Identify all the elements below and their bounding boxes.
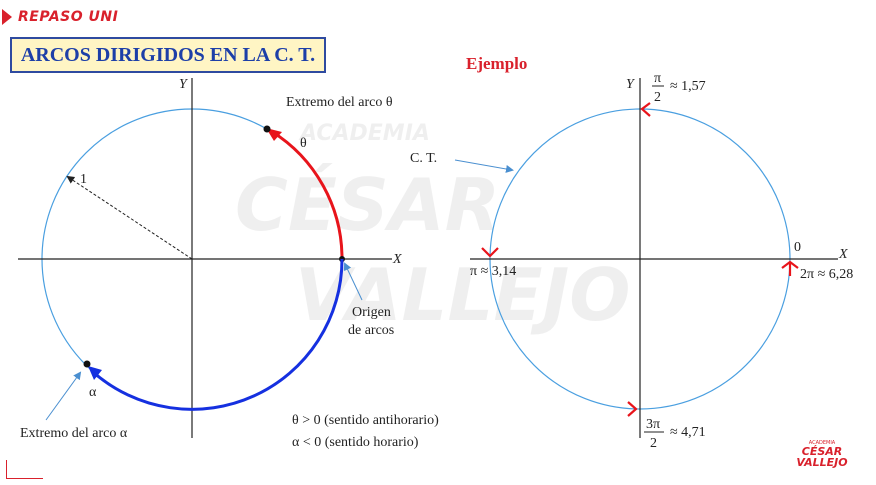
pi-half-arrow-icon: [640, 102, 651, 117]
alpha-end-label: Extremo del arco α: [20, 426, 128, 441]
three-pi-half-num: 3π: [646, 417, 660, 432]
three-pi-half-approx: ≈ 4,71: [670, 425, 706, 440]
theta-end-label: Extremo del arco θ: [286, 95, 393, 110]
logo-line1: ACADEMIA: [808, 440, 836, 446]
example-label: Ejemplo: [466, 54, 528, 73]
left-diagram: X Y 1 θ Extremo del arco θ Origen de arc…: [18, 77, 439, 450]
theta-end-point: [263, 125, 271, 133]
alpha-arrow-icon: [88, 366, 102, 380]
watermark-line2: CÉSAR: [235, 163, 500, 247]
page-title: ARCOS DIRIGIDOS EN LA C. T.: [20, 43, 316, 66]
pi-half-den: 2: [654, 90, 661, 105]
three-pi-half-arrow-icon: [627, 401, 638, 417]
corner-decoration: [6, 460, 43, 479]
radius-line: [66, 175, 193, 260]
alpha-pointer: [45, 371, 82, 421]
theta-symbol: θ: [300, 136, 307, 151]
ct-pointer: [454, 159, 514, 173]
alpha-condition: α < 0 (sentido horario): [292, 435, 419, 450]
alpha-arc: [92, 258, 344, 411]
right-diagram: X Y C. T. 0 2π ≈ 6,28 π 2 ≈ 1,57 π ≈ 3,1…: [410, 71, 853, 451]
x-axis-label-right: X: [838, 247, 848, 262]
header-tag: REPASO UNI: [18, 9, 119, 25]
logo: ACADEMIA CÉSAR VALLEJO: [790, 440, 854, 476]
logo-line3: VALLEJO: [796, 456, 848, 469]
pi-half-num: π: [654, 71, 661, 86]
origin-pointer: [343, 262, 363, 301]
watermark: ACADEMIA CÉSAR VALLEJO: [235, 121, 631, 337]
origin-label-line2: de arcos: [348, 323, 394, 338]
ct-label: C. T.: [410, 151, 437, 166]
alpha-end-point: [83, 360, 91, 368]
y-axis-label-left: Y: [179, 77, 189, 92]
logo-line2: CÉSAR: [801, 445, 843, 458]
watermark-line1: ACADEMIA: [298, 121, 430, 146]
title-box: ARCOS DIRIGIDOS EN LA C. T.: [10, 37, 326, 73]
origin-label-line1: Origen: [352, 305, 391, 320]
three-pi-half-den: 2: [650, 436, 657, 451]
y-axis-label-right: Y: [626, 77, 636, 92]
pi-label: π ≈ 3,14: [470, 264, 516, 279]
header-tab: REPASO UNI: [0, 6, 130, 28]
zero-label: 0: [794, 240, 801, 255]
theta-arc: [270, 129, 344, 260]
theta-arrow-icon: [266, 128, 282, 141]
pi-half-approx: ≈ 1,57: [670, 79, 706, 94]
pi-arrow-icon: [481, 247, 499, 258]
theta-condition: θ > 0 (sentido antihorario): [292, 413, 439, 428]
flag-icon: [2, 9, 12, 25]
two-pi-label: 2π ≈ 6,28: [800, 267, 853, 282]
x-axis-label-left: X: [392, 252, 402, 267]
alpha-symbol: α: [89, 385, 97, 400]
radius-label: 1: [80, 172, 87, 187]
